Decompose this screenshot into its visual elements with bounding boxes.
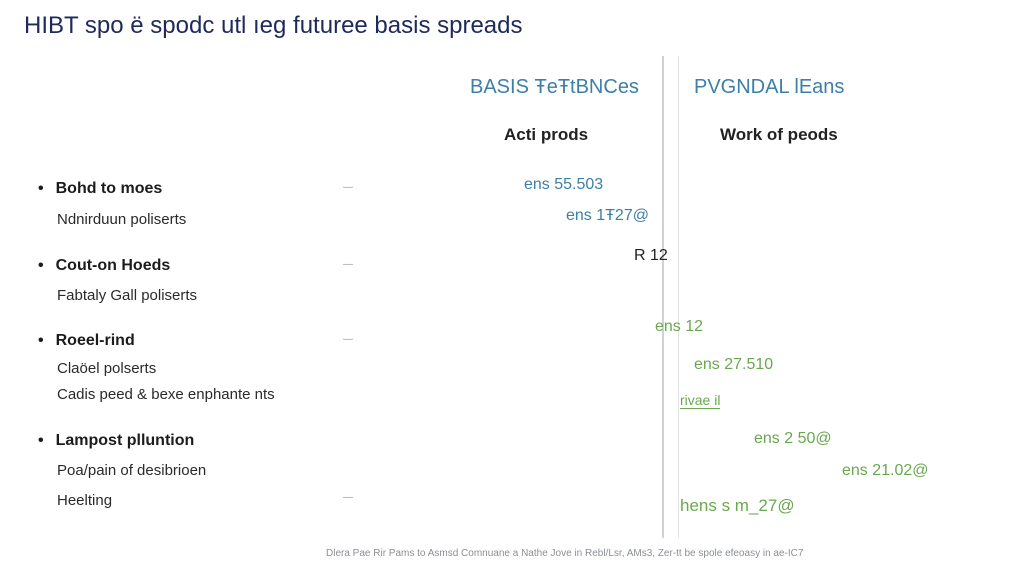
section-head-3: Roeel-rind (38, 332, 135, 350)
value-label: R 12 (634, 247, 668, 264)
value-label: ens 21.02@ (842, 462, 929, 479)
section-item: Poa/pain of desibrioen (57, 462, 207, 479)
section-item: Cadis peed & bexe enphante nts (57, 386, 275, 403)
footer-note: Dlera Pae Rir Pams to Asmsd Comnuane a N… (326, 548, 804, 559)
leader-dash: — (343, 182, 353, 193)
value-label: hens s m_27@ (680, 496, 795, 515)
page-title: HIBT spo ë spodc utl ıeg futuree basis s… (24, 12, 523, 39)
leader-dash: — (343, 492, 353, 503)
value-label: rivae il (680, 392, 721, 409)
section-head-4: Lampost plluntion (38, 432, 195, 450)
column-divider-shadow (678, 56, 679, 538)
value-label: ens 27.510 (694, 356, 774, 373)
right-column-subheader: Work of peods (720, 125, 838, 144)
value-label: ens 1Ŧ27@ (566, 207, 649, 224)
column-divider (662, 56, 664, 538)
leader-dash: — (343, 334, 353, 345)
value-label: ens 55.503 (524, 176, 604, 193)
section-head-1: Bohd to moes (38, 180, 163, 198)
left-column-subheader: Acti prods (504, 125, 589, 144)
right-column-header: PVGNDAL lEans (694, 76, 845, 98)
value-label: ens 2 50@ (754, 430, 832, 447)
left-column-header: BASIS ŦeŦtBNCes (470, 76, 639, 98)
section-item: Ndnirduun poliserts (57, 211, 187, 228)
section-item: Claöel polserts (57, 360, 157, 377)
section-item: Fabtaly Gall poliserts (57, 287, 198, 304)
section-item: Heelting (57, 492, 113, 509)
leader-dash: — (343, 259, 353, 270)
section-head-2: Cout-on Hoeds (38, 257, 171, 275)
value-label: ens 12 (655, 318, 704, 335)
